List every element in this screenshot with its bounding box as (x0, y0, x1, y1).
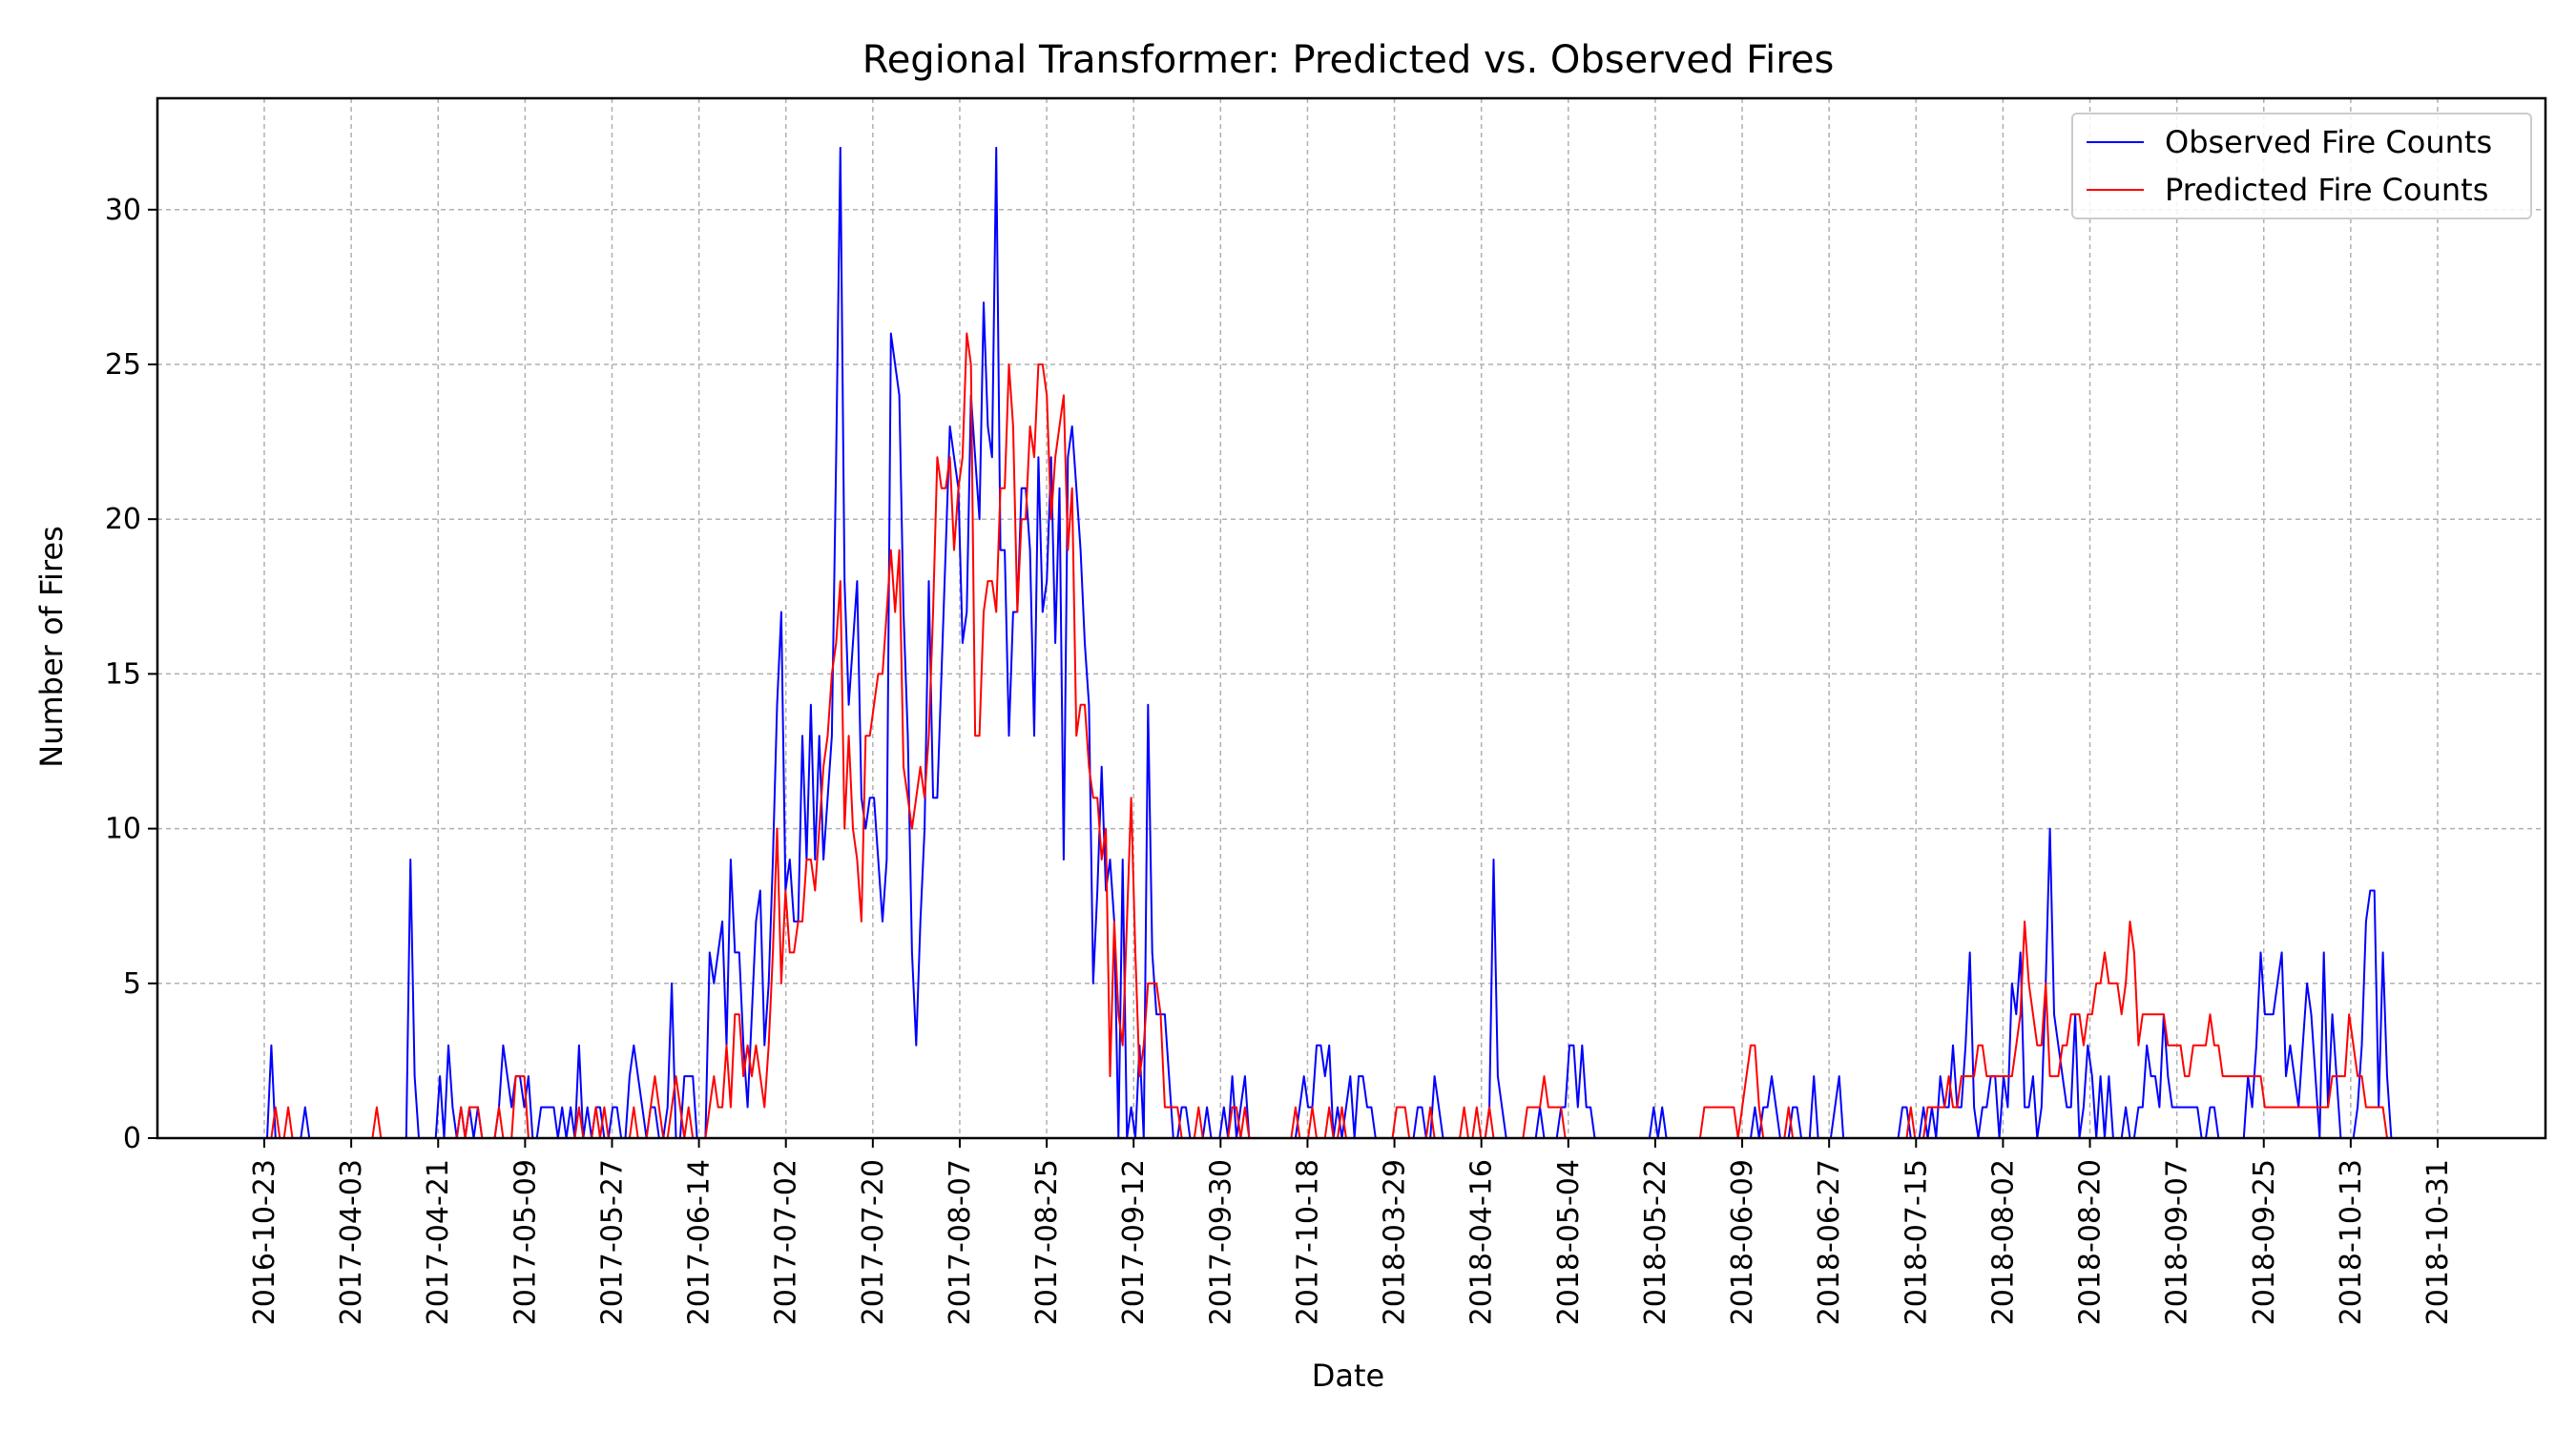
x-tick-label: 2018-10-13 (2335, 1159, 2368, 1325)
legend-label: Predicted Fire Counts (2165, 172, 2488, 208)
x-tick-label: 2017-10-18 (1291, 1159, 1324, 1325)
x-tick-label: 2017-07-20 (857, 1159, 890, 1325)
x-tick-label: 2018-05-22 (1639, 1159, 1672, 1325)
x-axis-ticks: 2016-10-23 2017-04-03 2017-04-21 2017-05-09… (248, 1138, 2455, 1325)
legend-label: Observed Fire Counts (2165, 124, 2492, 160)
x-tick-label: 2017-05-27 (595, 1159, 629, 1325)
chart-title: Regional Transformer: Predicted vs. Obse… (862, 38, 1835, 82)
x-tick-label: 2018-10-31 (2421, 1159, 2455, 1325)
legend-box (2071, 113, 2532, 219)
grid (157, 98, 2545, 1139)
x-tick-label: 2018-03-29 (1379, 1159, 1412, 1325)
x-tick-label: 2018-04-16 (1465, 1159, 1499, 1325)
x-tick-label: 2018-06-27 (1813, 1159, 1846, 1325)
y-tick-label: 5 (123, 967, 141, 1001)
x-tick-label: 2017-09-12 (1117, 1159, 1151, 1325)
y-axis-label: Number of Fires (33, 526, 70, 768)
x-tick-label: 2018-09-25 (2248, 1159, 2281, 1325)
y-tick-label: 30 (105, 194, 141, 227)
x-tick-label: 2018-08-20 (2074, 1159, 2108, 1325)
x-tick-label: 2017-06-14 (683, 1159, 717, 1325)
x-tick-label: 2017-05-09 (509, 1159, 542, 1325)
legend: Observed Fire Counts Predicted Fire Count… (2071, 113, 2532, 219)
x-tick-label: 2017-07-02 (770, 1159, 803, 1325)
x-tick-label: 2017-08-25 (1030, 1159, 1064, 1325)
y-tick-label: 10 (105, 813, 141, 846)
x-axis-label: Date (1312, 1358, 1384, 1394)
x-tick-label: 2017-04-21 (422, 1159, 455, 1325)
y-tick-label: 15 (105, 657, 141, 691)
y-axis-ticks: 0 5 10 15 20 25 30 (105, 194, 157, 1155)
observed-series-line (266, 146, 2438, 1139)
x-tick-label: 2017-04-03 (335, 1159, 368, 1325)
x-tick-label: 2016-10-23 (248, 1159, 281, 1325)
x-tick-label: 2018-07-15 (1900, 1159, 1933, 1325)
plot-frame (156, 96, 2547, 1140)
y-tick-label: 0 (123, 1122, 141, 1155)
y-tick-label: 20 (105, 503, 141, 536)
x-tick-label: 2018-08-02 (1986, 1159, 2020, 1325)
x-tick-label: 2018-05-04 (1552, 1159, 1586, 1325)
x-tick-label: 2018-09-07 (2161, 1159, 2194, 1325)
x-tick-label: 2018-06-09 (1726, 1159, 1759, 1325)
x-tick-label: 2017-09-30 (1204, 1159, 1237, 1325)
x-tick-label: 2017-08-07 (944, 1159, 977, 1325)
y-tick-label: 25 (105, 348, 141, 382)
